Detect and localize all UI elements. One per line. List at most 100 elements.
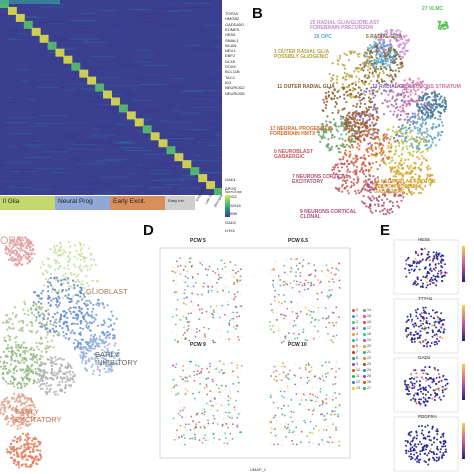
legend-entry: 22 bbox=[363, 356, 371, 360]
gene-label: TOP2A bbox=[225, 11, 239, 16]
panel-label-e: E bbox=[380, 222, 391, 239]
group-bar-segment bbox=[55, 196, 110, 210]
legend-gradient bbox=[225, 195, 230, 217]
cluster-label: 1 OUTER RADIAL GLIA POSSIBLY GLIOGENIC bbox=[274, 49, 330, 60]
legend-text: 18 bbox=[367, 332, 371, 336]
legend-text: 1 bbox=[356, 314, 358, 318]
legend-entry: 27 bbox=[363, 386, 371, 390]
gene-label: NEU1 bbox=[225, 48, 236, 54]
gene-label: NEUROD2 bbox=[225, 85, 245, 91]
feature-gene-title: PDGFRA bbox=[418, 414, 437, 419]
gene-label: GADD45G bbox=[225, 21, 245, 27]
legend-entry: 3 bbox=[352, 326, 358, 330]
legend-dot bbox=[363, 308, 366, 312]
cluster-label: 15 NEURONS STRIATUM CCA bbox=[402, 84, 461, 95]
legend-text: 23 bbox=[367, 362, 371, 366]
cluster-label: 9 NEURONS CORTICAL CLONAL bbox=[300, 209, 357, 220]
gene-label: HMGB2 bbox=[225, 16, 240, 22]
umap-e bbox=[393, 239, 465, 472]
legend-entry: 10 bbox=[352, 368, 360, 372]
legend-text: 15 bbox=[367, 314, 371, 318]
legend-entry: 14 bbox=[363, 308, 371, 312]
legend-entry: 8 bbox=[352, 356, 358, 360]
umap-d-xlabel: UMAP_1 bbox=[250, 467, 267, 472]
panel-b: 27 VLMC 25 RADIAL GLIA/GLIOBLAST FOREBRAI… bbox=[262, 5, 474, 227]
legend-text: 8 bbox=[356, 356, 358, 360]
gene-label: SOX6 bbox=[225, 64, 236, 69]
legend-dot bbox=[363, 362, 366, 366]
panel-d: PCW 5 PCW 6.5 PCW 9 PCW 10 0 1 2 3 4 5 6 7 8 9 10 11 12… bbox=[150, 238, 375, 474]
legend-text: 16 bbox=[367, 320, 371, 324]
legend-entry: 26 bbox=[363, 380, 371, 384]
cluster-label: EARLY INHIBITORY bbox=[95, 350, 138, 367]
legend-dot bbox=[363, 332, 366, 336]
legend-text: 26 bbox=[367, 380, 371, 384]
legend-dot bbox=[352, 326, 355, 330]
legend-text: 2 bbox=[356, 320, 358, 324]
legend-entry: 20 bbox=[363, 344, 371, 348]
legend-text: 11 bbox=[356, 374, 360, 378]
legend-entry: 21 bbox=[363, 350, 371, 354]
legend-dot bbox=[352, 386, 355, 390]
legend-dot bbox=[352, 344, 355, 348]
umap-c bbox=[0, 236, 121, 469]
legend-text: 3 bbox=[356, 326, 358, 330]
legend-dot bbox=[363, 356, 366, 360]
legend-dot bbox=[363, 338, 366, 342]
legend-dot bbox=[363, 344, 366, 348]
legend-dot bbox=[352, 320, 355, 324]
legend-text: 4 bbox=[356, 332, 358, 336]
legend-entry: 5 bbox=[352, 338, 358, 342]
legend-dot bbox=[352, 362, 355, 366]
legend-dot bbox=[363, 350, 366, 354]
cluster-label: 5 RADIAL GLIA bbox=[366, 34, 403, 40]
group-label: ll Glia bbox=[3, 198, 20, 205]
legend-text: 19 bbox=[367, 338, 371, 342]
legend-text: 21 bbox=[367, 350, 371, 354]
umap-title: PCW 10 bbox=[288, 342, 307, 348]
legend-entry: 0 bbox=[352, 308, 358, 312]
group-label: Early Inh. bbox=[168, 198, 185, 203]
legend-entry: 13 bbox=[352, 386, 360, 390]
legend-dot bbox=[363, 368, 366, 372]
legend-entry: 1 bbox=[352, 314, 358, 318]
legend-entry: 23 bbox=[363, 362, 371, 366]
group-bar-segment bbox=[110, 196, 165, 210]
legend-entry: 17 bbox=[363, 326, 371, 330]
feature-gene-title: GAD1 bbox=[418, 355, 431, 360]
legend-text: 14 bbox=[367, 308, 371, 312]
umap-d bbox=[159, 247, 351, 459]
gene-label: EBF2 bbox=[225, 53, 236, 59]
cluster-label: 26 OPC bbox=[314, 34, 332, 40]
legend-entry: 25 bbox=[363, 374, 371, 378]
legend-entry: 19 bbox=[363, 338, 371, 342]
gene-label: HES6 bbox=[225, 32, 236, 38]
legend-dot bbox=[352, 356, 355, 360]
legend-text: 6 bbox=[356, 344, 358, 348]
gene-label: SNAIL1 bbox=[225, 37, 239, 43]
gene-label: GAD2 bbox=[225, 219, 236, 225]
panel-label-b: B bbox=[252, 5, 263, 22]
legend-text: 24 bbox=[367, 368, 371, 372]
gene-label: GAD1 bbox=[225, 177, 236, 182]
legend-text: 22 bbox=[367, 356, 371, 360]
gene-label: EOMES bbox=[225, 26, 240, 32]
group-label: Neural Prog bbox=[58, 198, 93, 205]
gene-label: TAC1 bbox=[225, 74, 235, 80]
legend-dot bbox=[363, 380, 366, 384]
legend-text: 20 bbox=[367, 344, 371, 348]
legend-entry: 12 bbox=[352, 380, 360, 384]
heatmap-legend: Norm.Expr. bbox=[225, 190, 249, 220]
legend-text: 0 bbox=[356, 308, 358, 312]
umap-title: PCW 5 bbox=[190, 238, 206, 244]
group-bar bbox=[0, 196, 195, 210]
gene-label: LHX1 bbox=[225, 228, 236, 233]
legend-text: 27 bbox=[367, 386, 371, 390]
legend-dot bbox=[363, 374, 366, 378]
legend-title: Norm.Expr. bbox=[225, 190, 243, 194]
panel-label-d: D bbox=[143, 222, 154, 239]
legend-dot bbox=[352, 380, 355, 384]
legend-entry: 6 bbox=[352, 344, 358, 348]
cluster-label: 17 NEURAL PROGENITOR FOREBRAIN HMTX bbox=[270, 126, 333, 137]
legend-dot bbox=[363, 326, 366, 330]
